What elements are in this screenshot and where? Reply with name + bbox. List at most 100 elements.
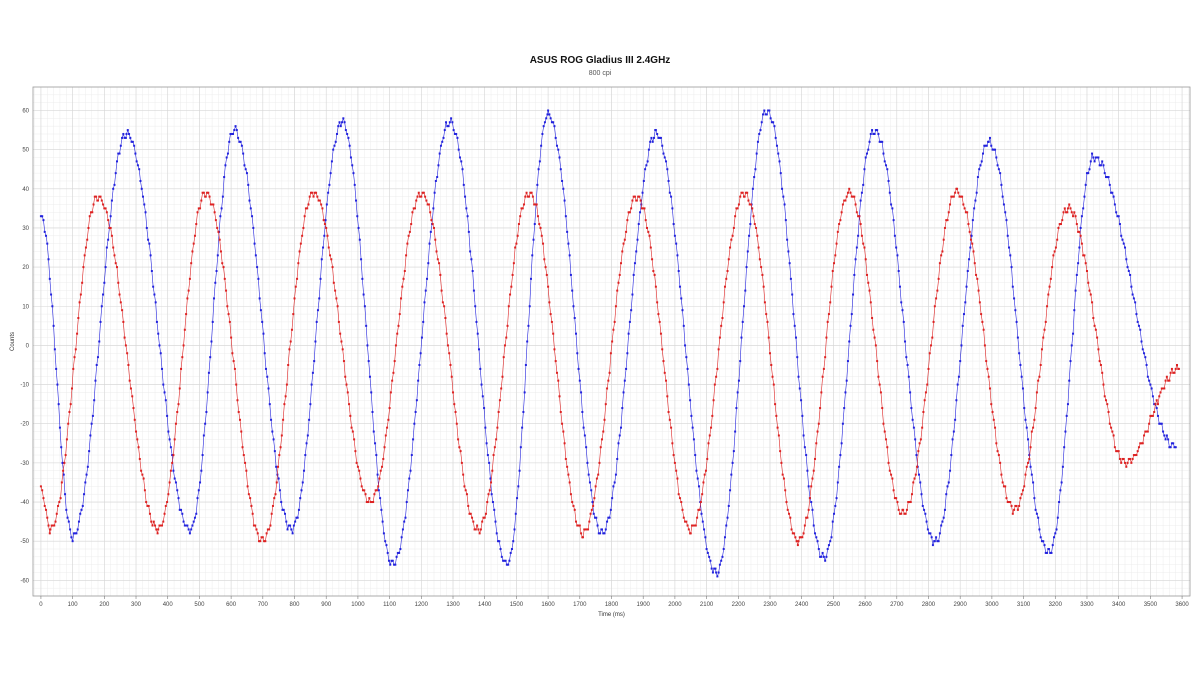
data-point xyxy=(328,183,331,186)
data-point xyxy=(512,540,515,543)
data-point xyxy=(821,375,824,378)
data-point xyxy=(230,336,233,339)
data-point xyxy=(506,324,509,327)
data-point xyxy=(545,117,548,120)
data-point xyxy=(1085,270,1088,273)
x-tick-label: 100 xyxy=(68,602,79,608)
data-point xyxy=(754,168,757,171)
data-point xyxy=(703,528,706,531)
data-point xyxy=(802,532,805,535)
data-point xyxy=(1042,336,1045,339)
data-point xyxy=(261,320,264,323)
data-point xyxy=(471,516,474,519)
data-point xyxy=(387,559,390,562)
data-point xyxy=(967,223,970,226)
data-point xyxy=(546,113,549,116)
data-point xyxy=(983,344,986,347)
x-tick-label: 700 xyxy=(258,602,269,608)
data-point xyxy=(879,391,882,394)
data-point xyxy=(614,473,617,476)
data-point xyxy=(846,191,849,194)
data-point xyxy=(1054,532,1057,535)
data-point xyxy=(1020,493,1023,496)
data-point xyxy=(323,234,326,237)
data-point xyxy=(855,211,858,214)
data-point xyxy=(303,215,306,218)
data-point xyxy=(999,172,1002,175)
data-point xyxy=(530,191,533,194)
data-point xyxy=(914,438,917,441)
data-point xyxy=(756,140,759,143)
data-point xyxy=(692,524,695,527)
data-point xyxy=(902,508,905,511)
data-point xyxy=(1159,391,1162,394)
data-point xyxy=(1130,461,1133,464)
data-point xyxy=(153,293,156,296)
data-point xyxy=(568,254,571,257)
data-point xyxy=(759,129,762,132)
data-point xyxy=(230,132,233,135)
data-point xyxy=(908,501,911,504)
data-point xyxy=(1099,164,1102,167)
data-point xyxy=(581,410,584,413)
data-point xyxy=(190,262,193,265)
data-point xyxy=(436,258,439,261)
data-point xyxy=(462,183,465,186)
data-point xyxy=(686,524,689,527)
data-point xyxy=(975,273,978,276)
x-tick-label: 1500 xyxy=(510,602,524,608)
data-point xyxy=(440,289,443,292)
data-point xyxy=(425,199,428,202)
data-point xyxy=(523,203,526,206)
data-point xyxy=(197,207,200,210)
data-point xyxy=(978,168,981,171)
data-point xyxy=(644,168,647,171)
data-point xyxy=(708,555,711,558)
data-point xyxy=(403,270,406,273)
data-point xyxy=(139,179,142,182)
data-point xyxy=(363,489,366,492)
data-point xyxy=(822,555,825,558)
data-point xyxy=(954,418,957,421)
data-point xyxy=(163,391,166,394)
data-point xyxy=(997,168,1000,171)
data-point xyxy=(718,563,721,566)
data-point xyxy=(68,410,71,413)
data-point xyxy=(423,301,426,304)
data-point xyxy=(209,356,212,359)
data-point xyxy=(458,446,461,449)
x-tick-label: 500 xyxy=(194,602,205,608)
data-point xyxy=(114,262,117,265)
data-point xyxy=(604,403,607,406)
data-point xyxy=(224,164,227,167)
data-point xyxy=(929,532,932,535)
data-point xyxy=(167,493,170,496)
data-point xyxy=(195,512,198,515)
data-point xyxy=(1043,328,1046,331)
data-point xyxy=(56,383,59,386)
data-point xyxy=(349,414,352,417)
data-point xyxy=(923,508,926,511)
data-point xyxy=(931,336,934,339)
data-point xyxy=(885,438,888,441)
data-point xyxy=(185,524,188,527)
data-point xyxy=(50,293,53,296)
data-point xyxy=(39,485,42,488)
data-point xyxy=(1094,156,1097,159)
data-point xyxy=(347,136,350,139)
data-point xyxy=(339,125,342,128)
data-point xyxy=(781,187,784,190)
data-point xyxy=(409,469,412,472)
data-point xyxy=(323,223,326,226)
data-point xyxy=(122,320,125,323)
data-point xyxy=(845,195,848,198)
data-point xyxy=(58,426,61,429)
data-point xyxy=(739,360,742,363)
data-point xyxy=(869,132,872,135)
data-point xyxy=(1107,176,1110,179)
data-point xyxy=(235,129,238,132)
data-point xyxy=(994,426,997,429)
data-point xyxy=(893,497,896,500)
data-point xyxy=(557,148,560,151)
data-point xyxy=(715,375,718,378)
